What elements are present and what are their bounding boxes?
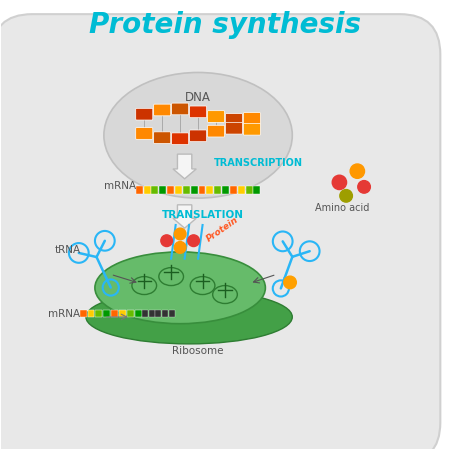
Bar	[162, 310, 168, 317]
Bar	[149, 310, 154, 317]
Bar	[214, 186, 221, 194]
Bar	[152, 186, 158, 194]
Circle shape	[284, 276, 297, 289]
Circle shape	[188, 235, 199, 247]
Bar	[159, 186, 166, 194]
FancyBboxPatch shape	[0, 14, 441, 450]
Circle shape	[174, 242, 186, 253]
FancyBboxPatch shape	[225, 113, 243, 125]
Bar	[183, 186, 190, 194]
Bar	[127, 310, 134, 317]
Bar	[167, 186, 174, 194]
Bar	[207, 186, 213, 194]
Ellipse shape	[86, 290, 292, 344]
FancyBboxPatch shape	[243, 123, 261, 135]
FancyArrow shape	[173, 205, 196, 228]
FancyBboxPatch shape	[153, 104, 171, 116]
Bar	[80, 310, 86, 317]
Circle shape	[161, 235, 172, 247]
Circle shape	[358, 180, 370, 193]
Circle shape	[332, 175, 347, 189]
Bar	[142, 310, 148, 317]
Text: DNA: DNA	[185, 90, 211, 104]
Bar	[198, 186, 206, 194]
Text: Ribosome: Ribosome	[172, 346, 224, 356]
Bar	[230, 186, 237, 194]
FancyBboxPatch shape	[207, 125, 225, 137]
Text: TRANSLATION: TRANSLATION	[162, 210, 243, 220]
FancyBboxPatch shape	[153, 132, 171, 144]
Ellipse shape	[95, 252, 266, 324]
Bar	[238, 186, 245, 194]
Text: tRNA: tRNA	[54, 245, 81, 255]
Ellipse shape	[104, 72, 292, 198]
Text: Amino acid: Amino acid	[315, 203, 370, 213]
Bar	[95, 310, 102, 317]
Bar	[191, 186, 198, 194]
Text: mRNA: mRNA	[104, 180, 136, 190]
Bar	[222, 186, 229, 194]
Bar	[253, 186, 261, 194]
Circle shape	[174, 228, 186, 240]
Bar	[175, 186, 182, 194]
FancyBboxPatch shape	[225, 122, 243, 134]
FancyBboxPatch shape	[207, 111, 225, 122]
FancyBboxPatch shape	[171, 133, 189, 144]
FancyArrow shape	[173, 154, 196, 179]
Text: Protein synthesis: Protein synthesis	[89, 11, 361, 39]
FancyBboxPatch shape	[189, 106, 207, 118]
Bar	[87, 310, 94, 317]
Bar	[111, 310, 118, 317]
Circle shape	[350, 164, 365, 178]
FancyBboxPatch shape	[171, 103, 189, 115]
Bar	[169, 310, 175, 317]
Bar	[103, 310, 110, 317]
Bar	[155, 310, 161, 317]
Bar	[135, 310, 142, 317]
FancyBboxPatch shape	[136, 128, 153, 140]
Bar	[246, 186, 252, 194]
FancyBboxPatch shape	[243, 112, 261, 124]
FancyBboxPatch shape	[136, 108, 153, 120]
Text: mRNA: mRNA	[48, 309, 80, 319]
Bar	[136, 186, 143, 194]
FancyBboxPatch shape	[189, 130, 207, 142]
Circle shape	[340, 189, 352, 202]
Bar	[119, 310, 126, 317]
Text: Protein: Protein	[205, 215, 240, 244]
Text: TRANSCRIPTION: TRANSCRIPTION	[214, 158, 303, 168]
Bar	[144, 186, 151, 194]
